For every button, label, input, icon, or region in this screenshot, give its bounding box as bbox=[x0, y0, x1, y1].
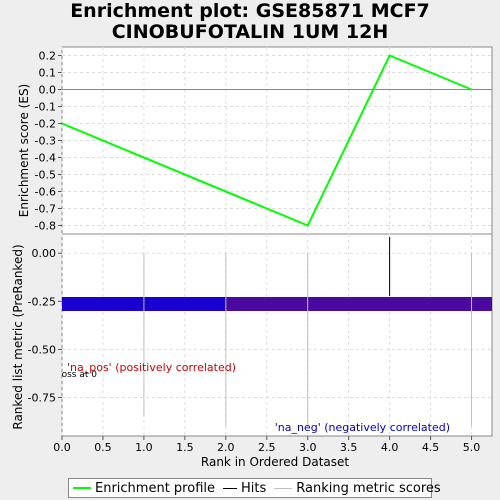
chart-title: Enrichment plot: GSE85871 MCF7 CINOBUFOT… bbox=[0, 1, 500, 43]
es-ytick-label: -0.1 bbox=[35, 101, 56, 114]
legend-item-hits: Hits bbox=[223, 481, 266, 496]
es-ytick-label: -0.2 bbox=[35, 118, 56, 131]
enrichment-profile-line bbox=[61, 54, 472, 227]
legend-ranking-label: Ranking metric scores bbox=[296, 480, 441, 496]
es-ytick-label: -0.5 bbox=[35, 169, 56, 182]
es-ytick-label: -0.6 bbox=[35, 186, 56, 199]
chart-title-line-2: CINOBUFOTALIN 1UM 12H bbox=[111, 21, 389, 43]
ranked-xtick-label: 1.5 bbox=[176, 441, 194, 454]
ranking-bar-negative bbox=[225, 297, 493, 311]
ranking-swatch bbox=[274, 487, 293, 489]
ranked-xtick-label: 0.0 bbox=[53, 441, 71, 454]
es-ytick-label: 0.0 bbox=[39, 84, 57, 97]
neg-correlated-label: 'na_neg' (negatively correlated) bbox=[275, 421, 450, 434]
legend-item-profile: Enrichment profile bbox=[73, 481, 215, 496]
legend: Enrichment profile Hits Ranking metric s… bbox=[68, 478, 441, 498]
ranked-ytick-label: -0.25 bbox=[28, 295, 56, 308]
chart-title-line-1: Enrichment plot: GSE85871 MCF7 bbox=[70, 0, 430, 22]
ranked-xtick-label: 4.5 bbox=[422, 441, 440, 454]
ranked-ytick-label: -0.50 bbox=[28, 343, 56, 356]
ranked-xtick-label: 3.0 bbox=[299, 441, 317, 454]
legend-item-ranking: Ranking metric scores bbox=[274, 480, 441, 496]
ranked-ytick-label: -0.75 bbox=[28, 392, 56, 405]
es-ytick-label: -0.7 bbox=[35, 203, 56, 216]
ranked-xtick-label: 4.0 bbox=[381, 441, 399, 454]
es-ytick-label: -0.8 bbox=[35, 220, 56, 233]
es-panel bbox=[61, 46, 493, 235]
es-ytick-label: 0.1 bbox=[39, 67, 57, 80]
ranked-xtick-label: 0.5 bbox=[94, 441, 112, 454]
legend-profile-label: Enrichment profile bbox=[95, 480, 215, 496]
hits-swatch bbox=[223, 487, 237, 489]
ranked-xtick-label: 2.0 bbox=[217, 441, 235, 454]
ranked-panel bbox=[61, 233, 493, 437]
es-ytick-label: 0.2 bbox=[39, 50, 57, 63]
ranked-ytick-label: 0.00 bbox=[32, 247, 57, 260]
zero-cross-label: Zero cross at 0 bbox=[30, 370, 98, 380]
ranked-xtick-label: 2.5 bbox=[258, 441, 276, 454]
ranked-y-axis-label: Ranked list metric (PreRanked) bbox=[11, 244, 25, 429]
ranked-xtick-label: 3.5 bbox=[340, 441, 358, 454]
es-ytick-label: -0.4 bbox=[35, 152, 56, 165]
legend-hits-label: Hits bbox=[241, 480, 267, 496]
ranked-xtick-label: 5.0 bbox=[463, 441, 481, 454]
profile-swatch bbox=[73, 487, 91, 489]
ranked-xtick-label: 1.0 bbox=[135, 441, 153, 454]
es-ytick-label: -0.3 bbox=[35, 135, 56, 148]
es-y-axis-label: Enrichment score (ES) bbox=[17, 84, 31, 217]
pos-correlated-label: 'na_pos' (positively correlated) bbox=[67, 361, 236, 374]
x-axis-label: Rank in Ordered Dataset bbox=[201, 455, 349, 469]
